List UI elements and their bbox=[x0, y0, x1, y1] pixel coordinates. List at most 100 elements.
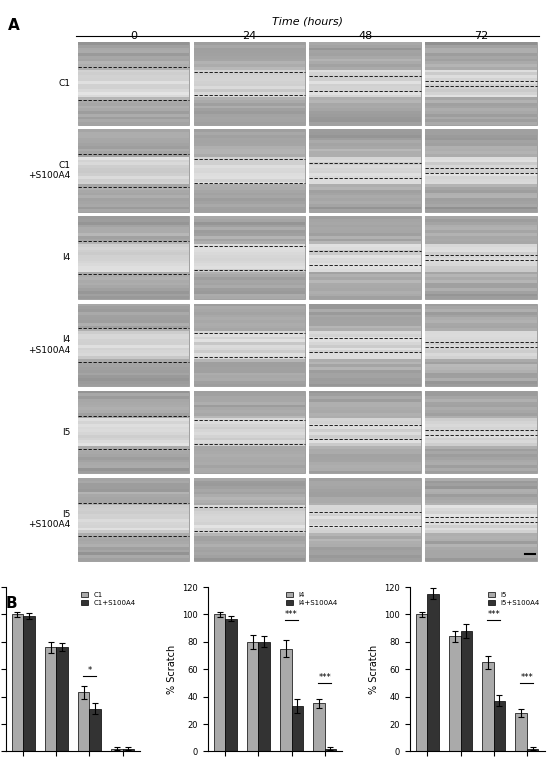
Bar bbox=[310, 216, 421, 219]
Bar bbox=[425, 399, 537, 402]
Bar bbox=[78, 122, 189, 125]
Bar bbox=[310, 457, 421, 460]
Bar bbox=[194, 435, 305, 438]
Bar bbox=[194, 100, 305, 102]
Bar bbox=[425, 457, 537, 460]
Bar bbox=[194, 373, 305, 375]
Bar bbox=[310, 75, 421, 78]
Bar bbox=[78, 317, 189, 320]
Bar bbox=[194, 457, 305, 460]
Bar bbox=[425, 375, 537, 378]
Bar bbox=[425, 353, 537, 356]
Bar bbox=[425, 438, 537, 440]
Bar bbox=[425, 348, 537, 351]
Bar bbox=[194, 151, 305, 154]
Bar bbox=[194, 263, 305, 266]
Bar bbox=[78, 196, 189, 198]
Bar bbox=[194, 109, 305, 111]
Bar bbox=[194, 505, 305, 509]
Bar bbox=[194, 418, 305, 421]
Bar bbox=[194, 176, 305, 179]
Bar bbox=[194, 216, 305, 219]
Bar bbox=[425, 339, 537, 342]
Bar bbox=[194, 536, 305, 539]
Bar bbox=[78, 58, 189, 61]
Bar bbox=[78, 320, 189, 323]
Bar bbox=[194, 58, 305, 61]
Bar bbox=[78, 497, 189, 500]
Bar bbox=[310, 97, 421, 100]
Bar bbox=[425, 206, 537, 209]
Bar bbox=[194, 317, 305, 320]
Text: C1: C1 bbox=[58, 79, 70, 88]
Y-axis label: % Scratch: % Scratch bbox=[368, 644, 379, 694]
Bar bbox=[194, 304, 305, 386]
Bar bbox=[194, 149, 305, 151]
Bar bbox=[194, 509, 305, 511]
Bar bbox=[194, 241, 305, 244]
Bar bbox=[194, 427, 305, 430]
Bar bbox=[194, 462, 305, 465]
Bar bbox=[310, 329, 421, 331]
Bar bbox=[425, 230, 537, 233]
Bar bbox=[78, 274, 189, 277]
Bar bbox=[310, 396, 421, 399]
Bar bbox=[425, 56, 537, 58]
Bar bbox=[425, 247, 537, 250]
Bar bbox=[425, 351, 537, 353]
Bar bbox=[527, 748, 538, 751]
Bar bbox=[78, 219, 189, 222]
Bar bbox=[425, 378, 537, 381]
Bar bbox=[78, 171, 189, 173]
Bar bbox=[310, 236, 421, 238]
Bar bbox=[425, 282, 537, 285]
Bar bbox=[78, 173, 189, 176]
Bar bbox=[425, 176, 537, 179]
Bar bbox=[425, 489, 537, 492]
Bar bbox=[310, 255, 421, 258]
Bar bbox=[78, 176, 189, 179]
Bar bbox=[194, 238, 305, 241]
Bar bbox=[425, 97, 537, 100]
Bar bbox=[194, 524, 305, 528]
Bar bbox=[310, 282, 421, 285]
Bar bbox=[310, 393, 421, 396]
Bar bbox=[425, 393, 537, 396]
Bar bbox=[56, 647, 68, 751]
Bar bbox=[310, 162, 421, 165]
Bar bbox=[425, 157, 537, 159]
Bar bbox=[194, 173, 305, 176]
Bar bbox=[425, 492, 537, 494]
Bar bbox=[310, 492, 421, 494]
Bar bbox=[292, 706, 303, 751]
Bar bbox=[78, 140, 189, 143]
Bar bbox=[194, 285, 305, 288]
Bar bbox=[194, 432, 305, 435]
Bar bbox=[78, 692, 90, 751]
Bar bbox=[425, 219, 537, 222]
Bar bbox=[78, 361, 189, 364]
Bar bbox=[310, 61, 421, 65]
Bar bbox=[425, 137, 537, 140]
Bar bbox=[194, 408, 305, 410]
Bar bbox=[425, 370, 537, 373]
Bar bbox=[425, 553, 537, 555]
Bar bbox=[310, 315, 421, 317]
Bar bbox=[194, 247, 305, 250]
Bar bbox=[425, 334, 537, 337]
Bar bbox=[425, 415, 537, 418]
Bar bbox=[425, 187, 537, 190]
Bar bbox=[310, 179, 421, 181]
Bar bbox=[425, 539, 537, 541]
Bar bbox=[78, 415, 189, 418]
Bar bbox=[310, 331, 421, 334]
Bar bbox=[310, 446, 421, 449]
Bar bbox=[78, 511, 189, 514]
Bar bbox=[425, 83, 537, 87]
Bar bbox=[78, 356, 189, 359]
Bar bbox=[78, 65, 189, 67]
Bar bbox=[425, 102, 537, 106]
Bar bbox=[425, 165, 537, 168]
Bar bbox=[214, 614, 226, 751]
Bar bbox=[78, 494, 189, 497]
